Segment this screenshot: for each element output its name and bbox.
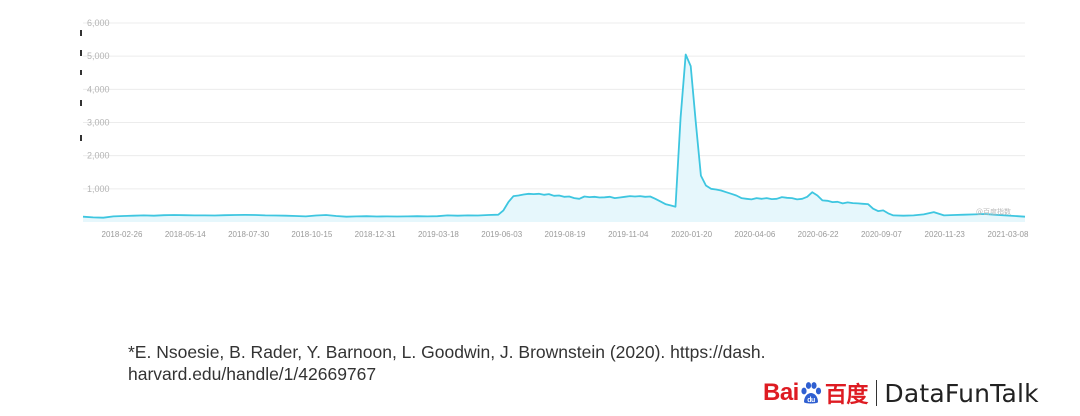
baidu-text: Bai	[763, 379, 799, 407]
x-tick-label: 2020-06-22	[798, 230, 839, 239]
x-tick-label: 2021-03-08	[988, 230, 1029, 239]
series-line	[83, 55, 1025, 218]
baidu-chinese-text: 百度	[825, 377, 868, 409]
x-axis-ticks: 2018-02-26 2018-05-14 2018-07-30 2018-10-15…	[102, 230, 1029, 239]
footer-logo: Bai du 百度 DataFunTalk	[763, 373, 1039, 413]
svg-text:du: du	[807, 397, 815, 404]
x-tick-label: 2019-11-04	[608, 230, 649, 239]
x-tick-label: 2018-02-26	[102, 230, 143, 239]
citation-line-1: *E. Nsoesie, B. Rader, Y. Barnoon, L. Go…	[128, 341, 848, 363]
x-tick-label: 2019-03-18	[418, 230, 459, 239]
x-tick-label: 2018-10-15	[291, 230, 332, 239]
citation: *E. Nsoesie, B. Rader, Y. Barnoon, L. Go…	[128, 341, 848, 385]
y-tick-label: 4,000	[87, 84, 110, 94]
baidu-logo: Bai du 百度	[763, 377, 868, 409]
y-tick-label: 1,000	[87, 184, 110, 194]
y-tick-label: 6,000	[87, 18, 110, 28]
x-tick-label: 2018-07-30	[228, 230, 269, 239]
y-tick-label: 2,000	[87, 151, 110, 161]
x-tick-label: 2020-01-20	[671, 230, 712, 239]
x-tick-label: 2020-04-06	[734, 230, 775, 239]
citation-line-2: harvard.edu/handle/1/42669767	[128, 363, 848, 385]
series-area	[83, 55, 1025, 223]
y-tick-label: 3,000	[87, 118, 110, 128]
x-tick-label: 2020-11-23	[925, 230, 966, 239]
baidu-paw-icon: du	[800, 381, 822, 405]
gridlines	[83, 23, 1025, 189]
x-tick-label: 2019-08-19	[545, 230, 586, 239]
y-axis-ticks: 6,000 5,000 4,000 3,000 2,000 1,000	[87, 18, 110, 194]
y-tick-label: 5,000	[87, 51, 110, 61]
x-tick-label: 2019-06-03	[481, 230, 522, 239]
x-tick-label: 2020-09-07	[861, 230, 902, 239]
x-tick-label: 2018-12-31	[355, 230, 396, 239]
datafuntalk-logo: DataFunTalk	[884, 379, 1038, 408]
chart: 6,000 5,000 4,000 3,000 2,000 1,000 2018-02-2…	[0, 0, 1080, 300]
logo-divider	[876, 380, 878, 406]
x-tick-label: 2018-05-14	[165, 230, 206, 239]
watermark: @百度指数	[976, 207, 1011, 216]
